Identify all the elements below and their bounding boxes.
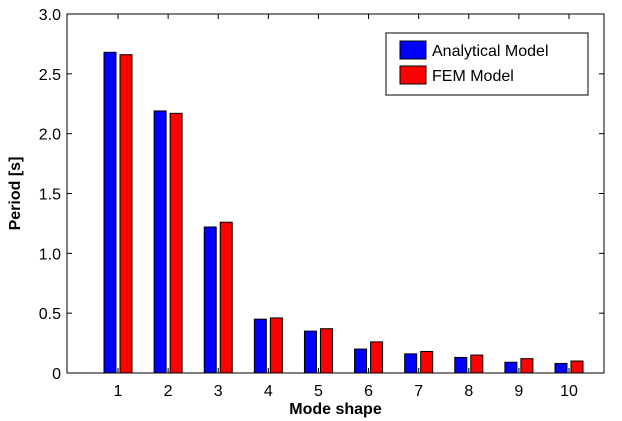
x-tick-label: 7: [414, 383, 423, 400]
y-tick-label: 3.0: [39, 7, 61, 24]
legend-swatch-analytical: [399, 40, 427, 60]
x-tick-label: 1: [114, 383, 123, 400]
x-tick-label: 4: [264, 383, 273, 400]
y-tick-label: 2.0: [39, 127, 61, 144]
x-axis-ticks: 1 2 3 4 5 6 7 8 9 10: [114, 14, 578, 400]
bar-analytical-mode-6: [354, 348, 368, 374]
bars-group: [103, 51, 584, 374]
bar-fem-mode-1: [119, 54, 133, 374]
y-tick-label: 2.5: [39, 67, 61, 84]
bar-analytical-mode-2: [153, 110, 167, 374]
bar-analytical-mode-5: [303, 330, 317, 374]
bar-analytical-mode-1: [103, 51, 117, 374]
bar-analytical-mode-3: [203, 226, 217, 374]
bar-analytical-mode-9: [504, 361, 518, 374]
legend-swatch-fem: [399, 65, 427, 85]
legend-label-analytical: Analytical Model: [432, 43, 549, 60]
y-tick-label: 0: [52, 366, 61, 383]
legend: Analytical Model FEM Model: [385, 32, 589, 96]
bar-analytical-mode-7: [404, 353, 418, 374]
y-axis-ticks: 0 0.5 1.0 1.5 2.0 2.5 3.0: [39, 7, 604, 383]
bar-fem-mode-2: [169, 112, 183, 374]
bar-analytical-mode-8: [454, 356, 468, 374]
bar-fem-mode-4: [269, 317, 283, 374]
x-axis-title: Mode shape: [289, 401, 382, 418]
x-tick-label: 2: [164, 383, 173, 400]
y-axis-title: Period [s]: [7, 157, 24, 231]
bar-fem-mode-3: [219, 221, 233, 374]
bar-fem-mode-9: [520, 358, 534, 374]
y-tick-label: 1.0: [39, 246, 61, 263]
bar-fem-mode-5: [319, 328, 333, 374]
bar-fem-mode-10: [570, 360, 584, 374]
y-tick-label: 0.5: [39, 306, 61, 323]
bar-fem-mode-6: [370, 341, 384, 374]
x-tick-label: 3: [214, 383, 223, 400]
legend-label-fem: FEM Model: [432, 68, 514, 85]
x-tick-label: 10: [560, 383, 578, 400]
bar-analytical-mode-10: [554, 362, 568, 374]
y-tick-label: 1.5: [39, 187, 61, 204]
x-tick-label: 9: [514, 383, 523, 400]
x-tick-label: 5: [314, 383, 323, 400]
bar-fem-mode-7: [420, 350, 434, 374]
x-tick-label: 8: [464, 383, 473, 400]
x-tick-label: 6: [364, 383, 373, 400]
bar-fem-mode-8: [470, 354, 484, 374]
bar-analytical-mode-4: [253, 318, 267, 374]
